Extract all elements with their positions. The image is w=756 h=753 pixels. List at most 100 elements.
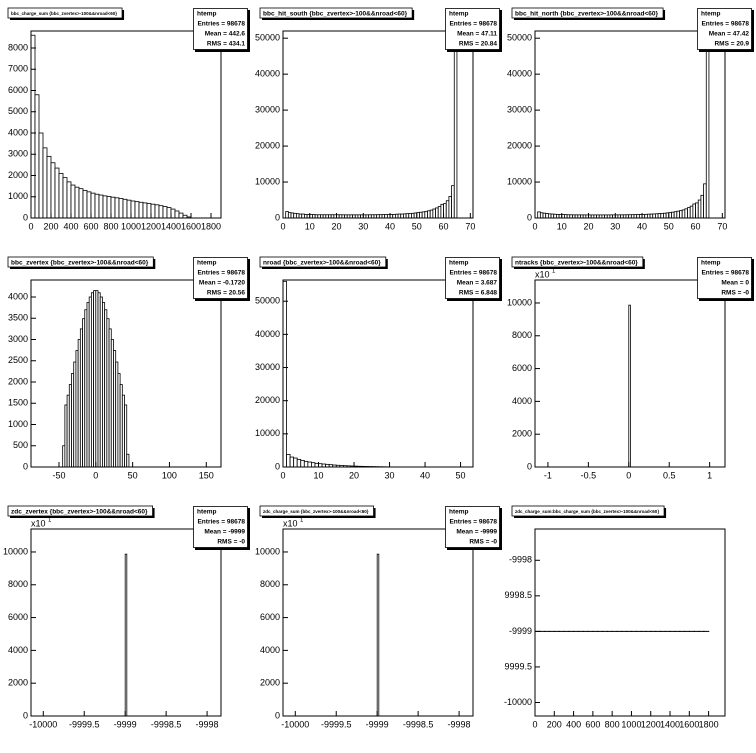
histogram-bin [167,208,171,218]
x-tick-label: 20 [584,221,594,231]
histogram-bin [135,202,139,218]
histogram-bin [428,211,431,218]
chart-title: bbc_hit_south {bbc_zvertex>-100&&nroad<6… [263,11,408,18]
pad: -10000-9999.5-9999-9998.5-99980200040006… [255,506,502,729]
x-tick-label: -9999.5 [69,719,100,729]
y-tick-label: 3500 [8,313,28,323]
x-tick-label: -50 [52,470,65,480]
x-tick-label: 50 [456,470,466,480]
x-tick-label: 0 [626,470,631,480]
histogram-bin [653,214,656,218]
histogram-bin [39,133,43,218]
histogram-bin [701,195,704,218]
scatter-point [703,631,709,632]
histogram-bin [99,195,103,218]
histogram-bin [103,196,107,218]
y-tick-label: 0 [23,212,28,222]
histogram-bin [564,215,567,218]
x-tick-label: 0 [280,221,285,231]
y-tick-label: 0 [23,461,28,471]
x-tick-label: 30 [610,221,620,231]
y-tick-label: 10000 [255,176,280,186]
chart-title: bbc_charge_sum {bbc_zvertex>-100&&nroad<… [11,11,117,16]
x-tick-label: 10 [557,221,567,231]
x-tick-label: 70 [465,221,475,231]
histogram-bin [551,214,554,218]
x-tick-label: -9999 [366,719,389,729]
histogram-bin [147,204,151,218]
x-tick-label: 1600 [679,719,699,729]
stats-line: RMS = -0 [469,539,497,546]
histogram-bin [294,458,298,467]
x-tick-label: -9999 [114,719,137,729]
y-tick-label: 8000 [512,330,532,340]
x-tick-label: 1800 [201,221,221,231]
x-tick-label: 30 [385,470,395,480]
stats-line: Mean = 3.687 [457,280,498,287]
x-tick-label: 1200 [141,221,161,231]
y-tick-label: 4000 [512,396,532,406]
histogram-bin [91,193,95,218]
stats-name: htemp [197,260,217,267]
histogram-bin [175,211,179,218]
y-tick-label: 30000 [255,104,280,114]
histogram-bin [419,212,422,218]
x-tick-label: 70 [717,221,727,231]
histogram-bin [139,202,143,218]
histogram-bin [312,215,315,218]
y-tick-label: 500 [13,440,28,450]
histogram-bin [546,214,549,218]
y-tick-label: 10000 [507,176,532,186]
histogram-bin [655,214,658,218]
histogram-bin [111,197,115,218]
x-tick-label: 50 [664,221,674,231]
y-tick-label: 30000 [507,104,532,114]
histogram-bin [59,173,63,218]
stats-line: Entries = 98678 [449,519,497,526]
y-multiplier-exponent: 1 [48,518,52,524]
histogram-bin [438,206,441,218]
stats-line: Mean = 0 [721,280,749,287]
y-multiplier: x10 [535,269,550,279]
x-tick-label: -1 [544,470,552,480]
histogram-bin [71,185,75,218]
y-tick-label: 1000 [8,191,28,201]
histogram-bin [647,214,650,218]
histogram-bin [308,462,312,467]
histogram-bin [637,215,640,218]
y-tick-label: 6000 [512,363,532,373]
x-tick-label: -0.5 [581,470,597,480]
x-tick-label: 0.5 [663,470,676,480]
histogram-bin [163,207,167,218]
x-tick-label: 1000 [621,719,641,729]
x-tick-label: 20 [349,470,359,480]
histogram-bin [680,211,683,218]
histogram-bin [682,210,685,218]
stats-name: htemp [701,260,721,267]
stats-line: Entries = 98678 [701,21,749,28]
histogram-bin [297,459,301,467]
x-tick-label: 1600 [181,221,201,231]
x-tick-label: 0 [280,470,285,480]
chart-title: ntracks {bbc_zvertex>-100&&nroad<60} [515,260,638,267]
x-tick-label: 600 [83,221,98,231]
y-tick-label: 4000 [8,291,28,301]
histogram-bin [286,212,289,218]
histogram-bin [304,461,308,467]
y-tick-label: 2500 [8,355,28,365]
histogram-bin [302,214,305,218]
histogram-bin [663,213,666,218]
histogram-bin [395,214,398,218]
stats-line: RMS = 20.84 [459,41,498,48]
x-tick-label: 200 [43,221,58,231]
y-tick-label: 40000 [255,329,280,339]
chart-title: bbc_zvertex {bbc_zvertex>-100&&nroad<60} [11,260,149,267]
histogram-bin [123,199,127,218]
y-tick-label: 3000 [8,334,28,344]
histogram-bin [311,463,315,467]
